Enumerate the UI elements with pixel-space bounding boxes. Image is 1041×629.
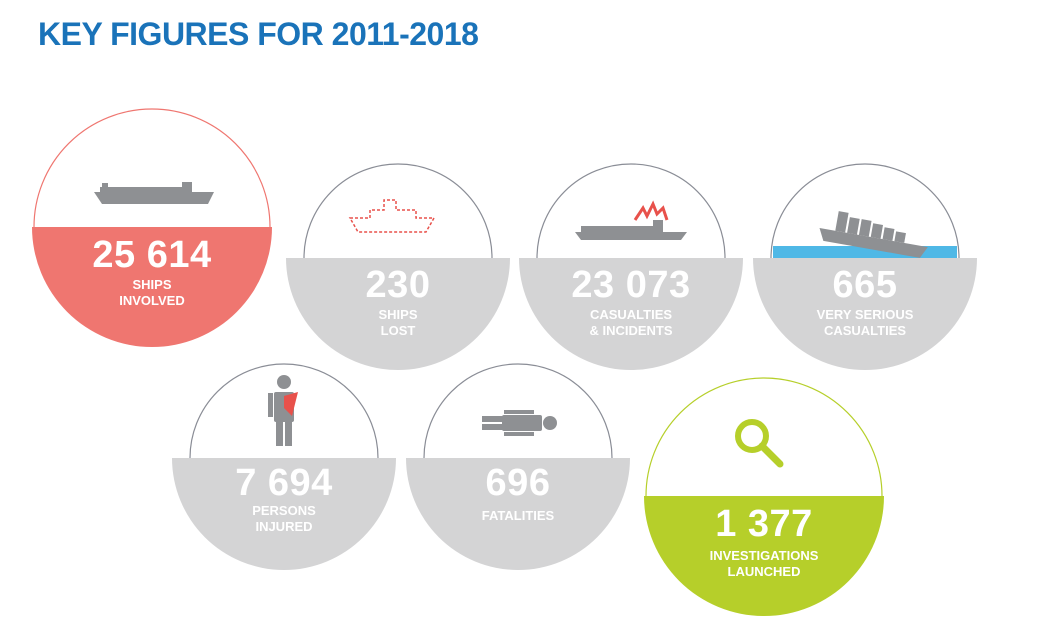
stat-label: VERY SERIOUS CASUALTIES xyxy=(816,307,914,338)
stat-ships-involved: 25 614 SHIPS INVOLVED xyxy=(32,107,272,347)
stat-value: 665 xyxy=(832,264,898,306)
stat-very-serious-casualties: 665 VERY SERIOUS CASUALTIES xyxy=(745,140,985,380)
sinking-ship-icon xyxy=(819,211,928,258)
stat-value: 23 073 xyxy=(571,264,691,306)
stat-label: CASUALTIES & INCIDENTS xyxy=(589,307,673,338)
stat-value: 25 614 xyxy=(92,234,212,276)
stat-label: PERSONS INJURED xyxy=(252,503,316,534)
stat-value: 7 694 xyxy=(235,462,333,504)
stat-value: 696 xyxy=(485,462,551,504)
stat-circle xyxy=(753,163,977,370)
stat-circle xyxy=(32,108,272,347)
page-title: KEY FIGURES FOR 2011-2018 xyxy=(38,16,479,52)
stat-label: SHIPS INVOLVED xyxy=(119,277,185,308)
stat-investigations-launched: 1 377 INVESTIGATIONS LAUNCHED xyxy=(644,376,884,616)
stat-value: 230 xyxy=(365,264,431,306)
stat-label: FATALITIES xyxy=(481,508,555,523)
ship-outline-icon xyxy=(348,199,436,233)
stat-circle xyxy=(172,363,396,570)
stat-fatalities: 696 FATALITIES xyxy=(398,340,638,580)
stat-circle xyxy=(644,377,884,616)
stat-label: INVESTIGATIONS LAUNCHED xyxy=(709,548,819,579)
stat-circle xyxy=(519,163,743,370)
stat-label: SHIPS LOST xyxy=(378,307,418,338)
stat-persons-injured: 7 694 PERSONS INJURED xyxy=(164,340,404,580)
stat-value: 1 377 xyxy=(715,503,813,545)
stat-circle xyxy=(286,163,510,370)
damaged-ship-icon xyxy=(575,200,687,240)
injured-person-icon xyxy=(268,375,298,446)
fatality-icon xyxy=(482,410,557,436)
stat-casualties-incidents: 23 073 CASUALTIES & INCIDENTS xyxy=(511,140,751,380)
stat-ships-lost: 230 SHIPS LOST xyxy=(278,140,518,380)
stat-circle xyxy=(406,363,630,570)
magnifier-icon xyxy=(735,419,784,468)
cargo-ship-icon xyxy=(94,182,214,204)
